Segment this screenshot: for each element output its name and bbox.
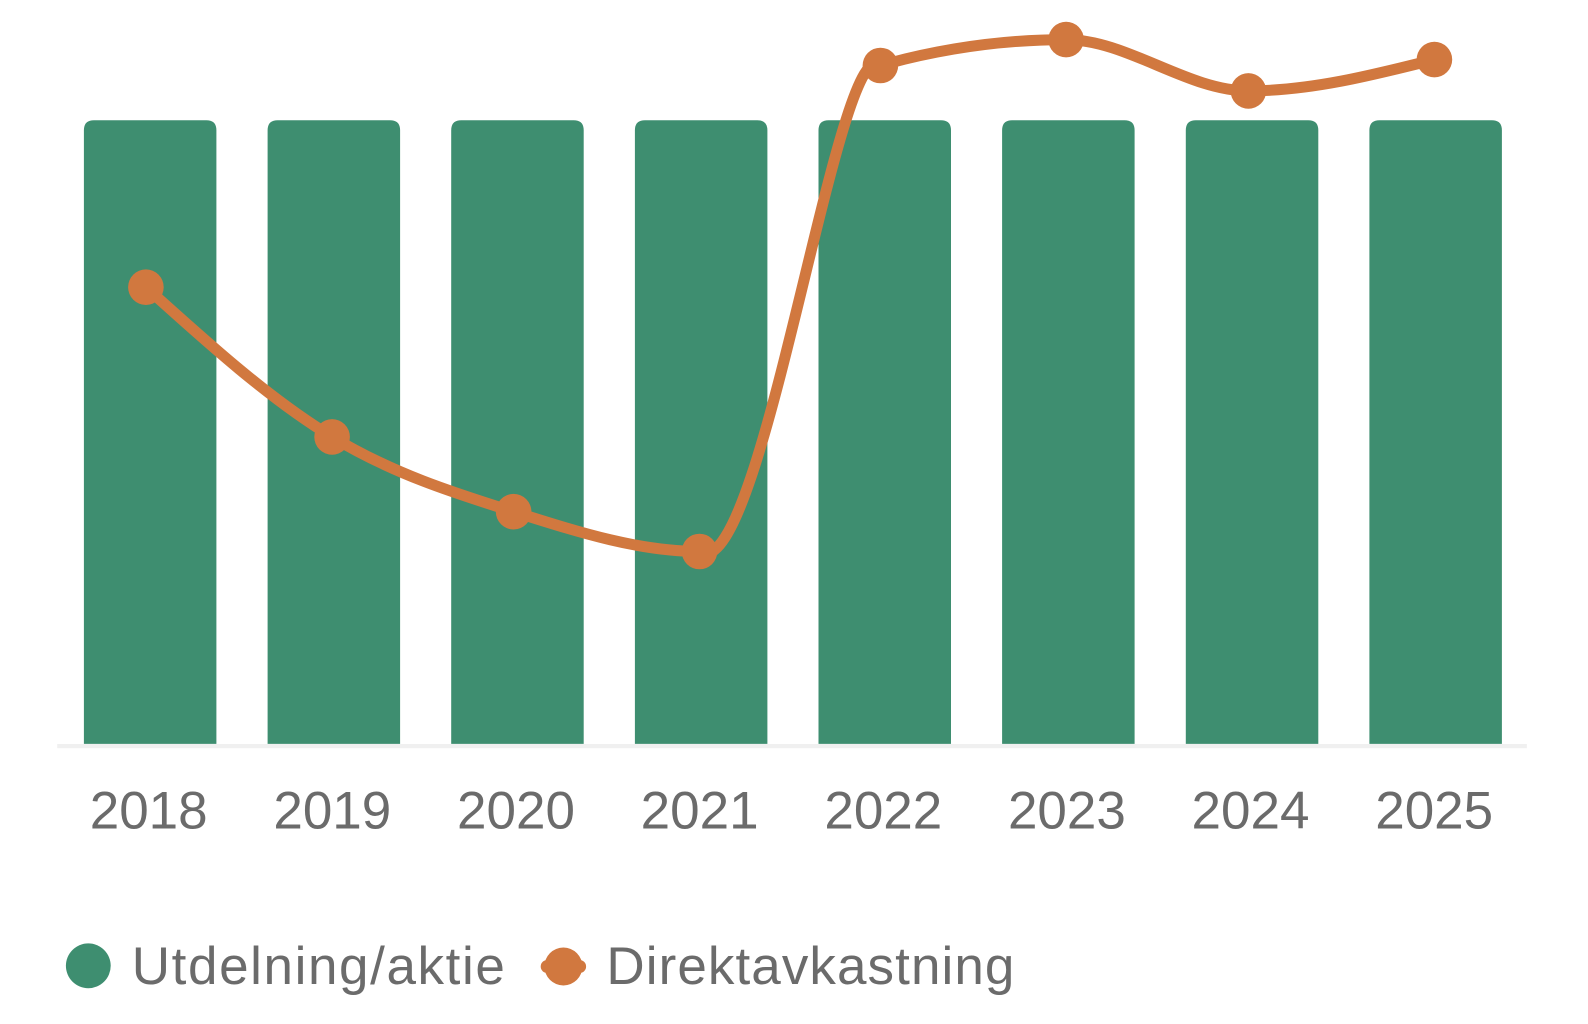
svg-text:2023: 2023 [1008,782,1126,841]
svg-text:2021: 2021 [641,782,759,841]
svg-text:Utdelning/aktie: Utdelning/aktie [132,937,505,996]
svg-text:2020: 2020 [457,782,575,841]
svg-text:2022: 2022 [824,782,942,841]
svg-text:2025: 2025 [1375,782,1493,841]
svg-text:2024: 2024 [1192,782,1310,841]
svg-text:2019: 2019 [273,782,391,841]
svg-text:Direktavkastning: Direktavkastning [606,937,1014,996]
svg-text:2018: 2018 [90,782,208,841]
